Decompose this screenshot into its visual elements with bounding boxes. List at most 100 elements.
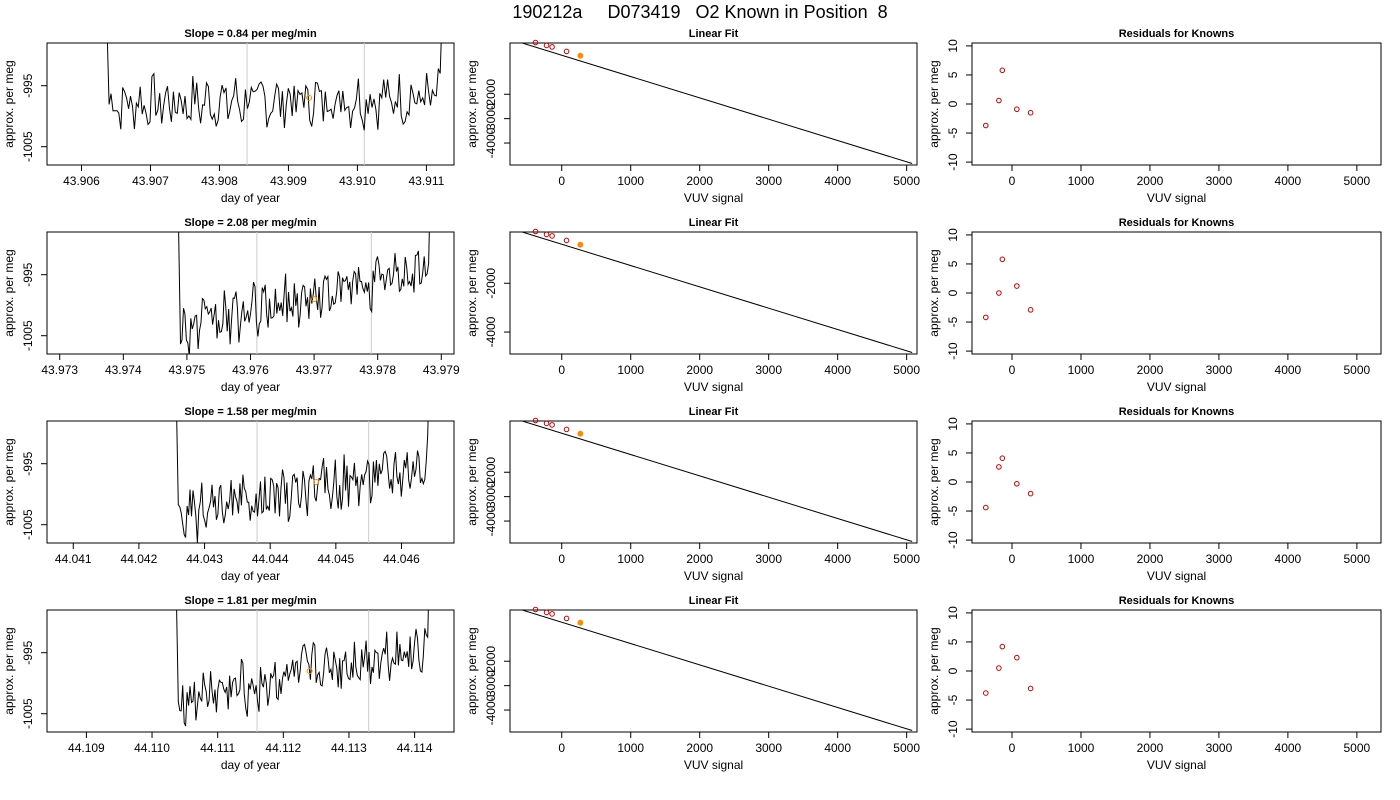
x-tick-label: 44.114 — [397, 741, 433, 755]
y-tick-label: 5 — [946, 638, 960, 645]
known-point — [543, 420, 550, 427]
x-tick-label: 44.109 — [68, 741, 105, 755]
known-point — [543, 609, 550, 616]
known-point — [563, 615, 570, 622]
residual-point — [999, 256, 1006, 263]
x-tick-label: 0 — [1009, 741, 1016, 755]
y-tick-label: -10 — [946, 153, 960, 171]
known-point — [549, 611, 555, 617]
y-tick-label: 0 — [946, 100, 960, 107]
x-axis-label: VUV signal — [684, 191, 743, 205]
y-tick-label: -1005 — [21, 320, 35, 351]
x-tick-label: 5000 — [1344, 174, 1371, 188]
y-axis-label: approx. per meg — [465, 438, 479, 525]
sample-point — [577, 619, 584, 626]
y-tick-label: -5 — [946, 127, 960, 138]
x-tick-label: 43.973 — [41, 363, 78, 377]
x-tick-label: 3000 — [1206, 174, 1233, 188]
x-tick-label: 5000 — [1344, 741, 1371, 755]
residual-point — [996, 464, 1002, 470]
x-tick-label: 44.041 — [55, 552, 92, 566]
y-axis-label: approx. per meg — [465, 60, 479, 147]
x-tick-label: 5000 — [1344, 552, 1371, 566]
y-tick-label: -5 — [946, 694, 960, 705]
sample-marker — [311, 296, 318, 303]
x-tick-label: 44.042 — [121, 552, 158, 566]
residual-point — [1027, 685, 1034, 692]
plot-frame — [509, 420, 918, 544]
x-tick-label: 2000 — [686, 741, 713, 755]
x-tick-label: 43.977 — [296, 363, 333, 377]
y-tick-label: -995 — [21, 451, 35, 475]
y-tick-label: 0 — [946, 478, 960, 485]
chart-title: Residuals for Knowns — [1119, 28, 1235, 40]
residual-point — [996, 290, 1002, 296]
residual-point — [1014, 480, 1020, 487]
residual-point — [1027, 307, 1034, 313]
y-tick-label: -5 — [946, 505, 960, 516]
x-tick-label: 4000 — [1275, 174, 1302, 188]
sample-marker — [313, 479, 320, 485]
x-tick-label: 2000 — [1137, 552, 1164, 566]
known-point — [532, 39, 539, 46]
y-axis-label: approx. per meg — [2, 249, 16, 336]
x-tick-label: 0 — [1009, 552, 1016, 566]
plot-frame — [509, 609, 918, 733]
plot-frame — [971, 609, 1382, 733]
x-tick-label: 0 — [1009, 174, 1016, 188]
known-point — [549, 44, 555, 50]
x-tick-label: 1000 — [1068, 174, 1095, 188]
x-tick-label: 4000 — [824, 741, 851, 755]
y-axis-label: approx. per meg — [927, 438, 941, 525]
known-point — [532, 228, 539, 235]
x-tick-label: 1000 — [617, 174, 644, 188]
fit-line — [520, 232, 913, 354]
y-tick-label: -4000 — [484, 505, 498, 536]
x-tick-label: 44.044 — [252, 552, 289, 566]
known-point — [543, 42, 550, 49]
residual-point — [1014, 654, 1020, 661]
x-axis-label: day of year — [221, 191, 280, 205]
y-tick-label: -4000 — [484, 316, 498, 347]
plot-frame — [509, 42, 918, 166]
fit-line — [520, 421, 913, 543]
x-tick-label: 2000 — [686, 363, 713, 377]
plot-frame — [971, 231, 1382, 355]
known-point — [549, 233, 555, 239]
x-tick-label: 1000 — [617, 552, 644, 566]
x-tick-label: 44.111 — [200, 741, 235, 755]
x-tick-label: 3000 — [1206, 363, 1233, 377]
y-axis-label: approx. per meg — [927, 627, 941, 714]
x-tick-label: 0 — [558, 552, 565, 566]
x-tick-label: 0 — [558, 363, 565, 377]
y-tick-label: 10 — [946, 39, 960, 53]
y-axis-label: approx. per meg — [465, 627, 479, 714]
x-tick-label: 3000 — [755, 552, 782, 566]
x-tick-label: 3000 — [755, 363, 782, 377]
x-tick-label: 43.908 — [201, 174, 238, 188]
sample-point — [577, 52, 584, 59]
x-tick-label: 43.978 — [359, 363, 396, 377]
chart-title: Linear Fit — [689, 217, 739, 229]
known-point — [563, 237, 570, 244]
plot-frame — [46, 42, 455, 166]
x-tick-label: 4000 — [824, 363, 851, 377]
y-tick-label: -3000 — [484, 670, 498, 701]
chart-title: Linear Fit — [689, 406, 739, 418]
x-tick-label: 2000 — [686, 552, 713, 566]
y-tick-label: 0 — [946, 667, 960, 674]
x-tick-label: 1000 — [1068, 741, 1095, 755]
y-tick-label: 5 — [946, 71, 960, 78]
fit-line — [520, 610, 913, 732]
x-tick-label: 5000 — [893, 363, 920, 377]
residual-point — [996, 97, 1002, 104]
fit-line — [520, 43, 913, 165]
x-tick-label: 3000 — [755, 174, 782, 188]
y-tick-label: -3000 — [484, 481, 498, 512]
series-trace — [178, 232, 430, 354]
x-axis-label: VUV signal — [1147, 758, 1206, 772]
known-point — [549, 422, 555, 428]
series-trace — [176, 610, 429, 727]
y-tick-label: -4000 — [484, 694, 498, 725]
y-tick-label: -5 — [946, 316, 960, 327]
